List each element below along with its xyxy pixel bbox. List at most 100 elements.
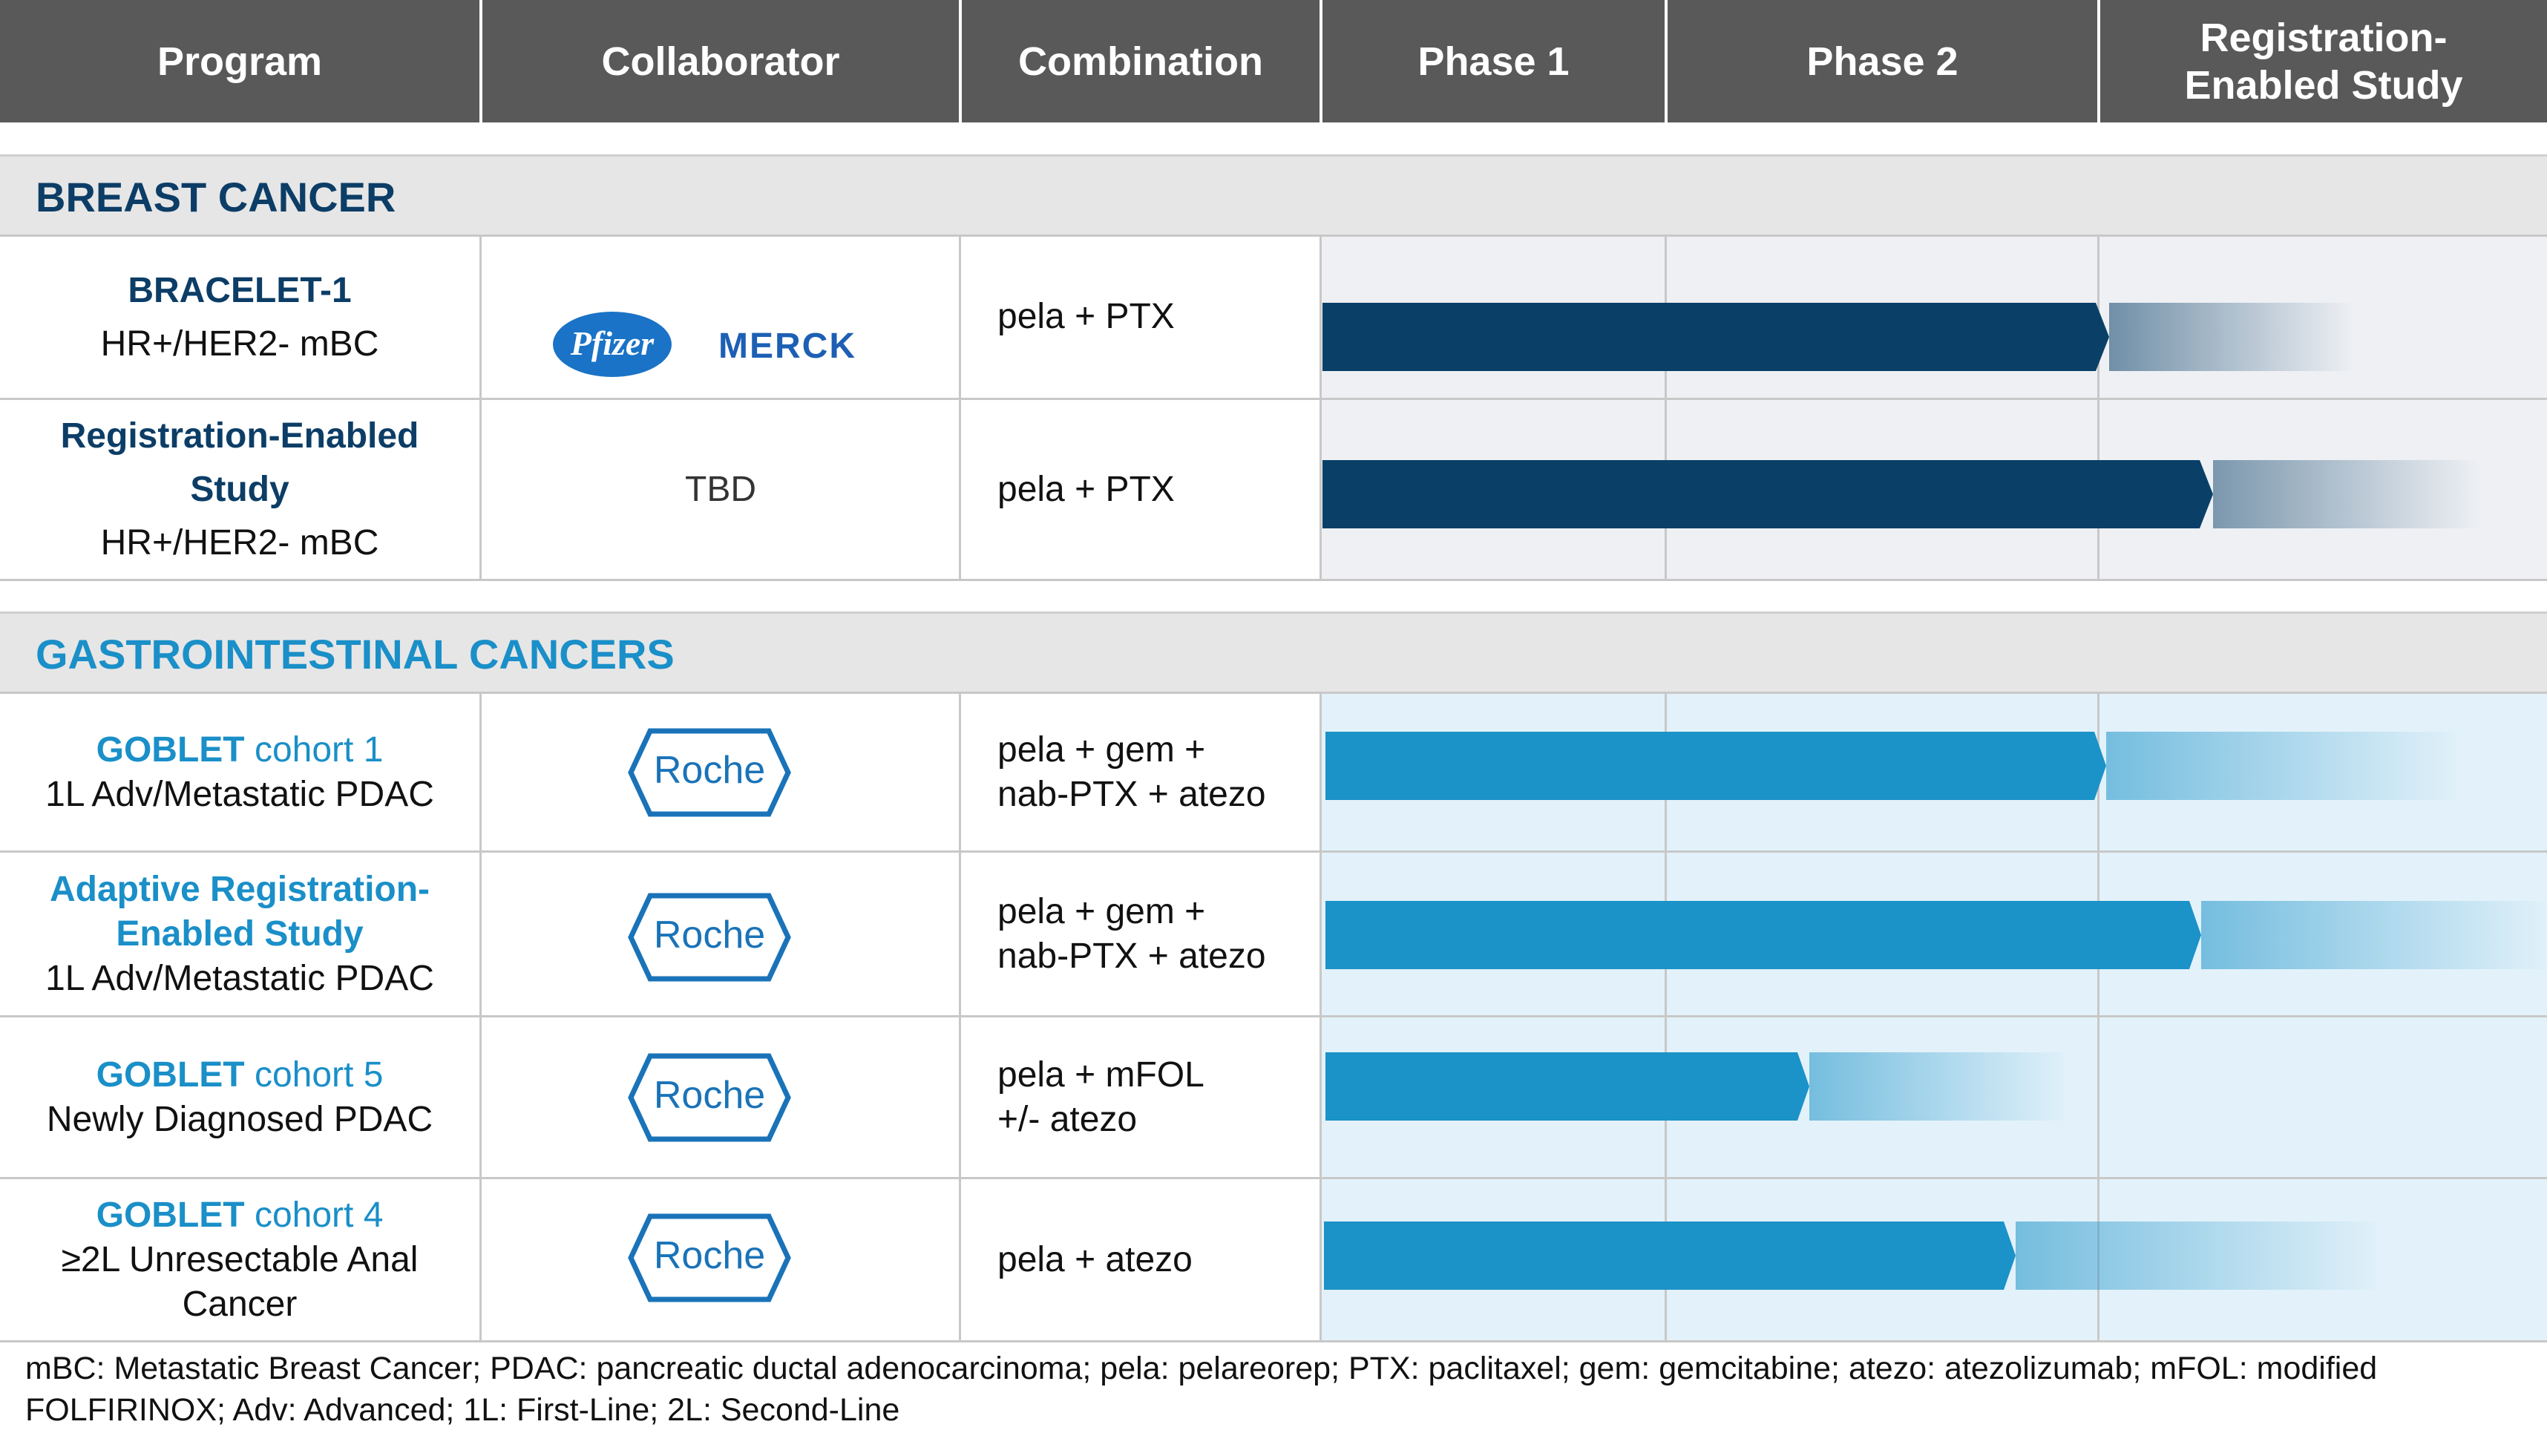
program-title: Study: [190, 469, 289, 509]
pfizer-logo-text: Pfizer: [570, 324, 655, 362]
roche-logo-text: Roche: [654, 1074, 765, 1117]
row-divider: [0, 850, 2547, 853]
program-title-line: GOBLET cohort 5: [96, 1053, 384, 1098]
program-subtitle: Cancer: [182, 1284, 298, 1324]
combination-text: nab-PTX + atezo: [997, 936, 1266, 976]
col-divider: [479, 235, 482, 580]
collaborator-cell: Roche: [482, 694, 959, 850]
combination-cell: pela + PTX: [962, 400, 1320, 579]
program-cell: BRACELET-1 HR+/HER2- mBC: [0, 237, 479, 398]
section-gi-cancers: GASTROINTESTINAL CANCERS: [0, 611, 2547, 692]
program-cell: GOBLET cohort 4 ≥2L Unresectable Anal Ca…: [0, 1179, 479, 1340]
col-divider: [1320, 235, 1322, 580]
program-subtitle: 1L Adv/Metastatic PDAC: [45, 774, 434, 814]
header-registration-line2: Enabled Study: [2184, 62, 2463, 108]
progress-bar: [1325, 1052, 1809, 1121]
progress-bar-fade: [2213, 460, 2480, 528]
collaborator-cell: Roche: [482, 1179, 959, 1340]
header-divider: [2097, 0, 2100, 122]
combination-text: pela + atezo: [997, 1239, 1193, 1279]
progress-bar: [1322, 460, 2213, 528]
header-combination: Combination: [962, 0, 1320, 122]
program-cell: GOBLET cohort 1 1L Adv/Metastatic PDAC: [0, 694, 479, 850]
combination-cell: pela + mFOL +/- atezo: [962, 1017, 1320, 1177]
col-divider: [959, 692, 961, 1342]
combination-text: +/- atezo: [997, 1099, 1138, 1139]
roche-logo: Roche: [628, 893, 791, 982]
roche-logo-text: Roche: [654, 749, 765, 792]
program-title: BRACELET-1: [128, 270, 352, 310]
program-subtitle: Newly Diagnosed PDAC: [46, 1099, 433, 1139]
combination-text: nab-PTX + atezo: [997, 774, 1266, 814]
row-divider: [0, 1340, 2547, 1342]
header-collaborator-label: Collaborator: [601, 39, 840, 84]
header-divider: [479, 0, 482, 122]
combination-text: pela + PTX: [997, 469, 1175, 509]
program-title: GOBLET: [96, 1195, 245, 1235]
program-subtitle: HR+/HER2- mBC: [100, 522, 379, 563]
footnote-line: FOLFIRINOX; Adv: Advanced; 1L: First-Lin…: [25, 1392, 900, 1428]
combination-text: pela + PTX: [997, 297, 1175, 336]
progress-bar: [1324, 1221, 2016, 1290]
header-divider: [1665, 0, 1668, 122]
phase-panel-breast: [1321, 235, 2547, 580]
footnote-line: mBC: Metastatic Breast Cancer; PDAC: pan…: [25, 1351, 2378, 1386]
roche-logo-text: Roche: [654, 914, 765, 957]
program-title-line: GOBLET cohort 1: [96, 728, 384, 773]
pfizer-logo: Pfizer: [553, 312, 672, 377]
roche-logo: Roche: [628, 728, 791, 817]
progress-bar: [1325, 901, 2201, 969]
combination-text: pela + gem +: [997, 891, 1206, 931]
col-divider: [2097, 235, 2099, 580]
program-cohort: cohort 5: [244, 1055, 384, 1095]
program-cell: Registration-Enabled Study HR+/HER2- mBC: [0, 400, 479, 579]
header-divider: [1320, 0, 1322, 122]
header-program-label: Program: [157, 39, 323, 84]
header-program: Program: [0, 0, 479, 122]
row-divider: [0, 235, 2547, 237]
collaborator-cell: Roche: [482, 853, 959, 1015]
program-title: Registration-Enabled: [60, 416, 419, 456]
combination-text: pela + mFOL: [997, 1055, 1204, 1095]
program-cohort: cohort 1: [244, 729, 384, 770]
section-title: GASTROINTESTINAL CANCERS: [36, 630, 675, 678]
progress-bar-fade: [2106, 732, 2455, 800]
merck-logo: MERCK: [718, 327, 856, 366]
program-title-line: GOBLET cohort 4: [96, 1193, 384, 1238]
row-divider: [0, 1015, 2547, 1017]
section-title: BREAST CANCER: [36, 173, 396, 220]
collaborator-cell: Pfizer MERCK: [482, 237, 959, 398]
col-divider: [959, 235, 961, 580]
progress-bar-fade: [2201, 901, 2546, 969]
program-cell: GOBLET cohort 5 Newly Diagnosed PDAC: [0, 1017, 479, 1177]
program-subtitle: HR+/HER2- mBC: [100, 324, 379, 364]
merck-logo-text: MERCK: [718, 327, 856, 366]
row-divider: [0, 579, 2547, 581]
program-title: GOBLET: [96, 729, 245, 770]
program-subtitle: ≥2L Unresectable Anal: [61, 1239, 419, 1279]
progress-bar-fade: [2016, 1221, 2376, 1290]
col-divider: [1665, 692, 1667, 1342]
program-cell: Adaptive Registration- Enabled Study 1L …: [0, 853, 479, 1015]
header-phase2: Phase 2: [1668, 0, 2097, 122]
header-phase2-label: Phase 2: [1806, 39, 1958, 84]
footnote: mBC: Metastatic Breast Cancer; PDAC: pan…: [25, 1348, 2534, 1431]
roche-logo: Roche: [628, 1053, 791, 1142]
roche-logo-text: Roche: [654, 1234, 765, 1277]
progress-bar-fade: [1809, 1052, 2065, 1121]
collaborator-cell: Roche: [482, 1017, 959, 1177]
combination-cell: pela + gem + nab-PTX + atezo: [962, 694, 1320, 850]
col-divider: [2097, 692, 2099, 1342]
program-subtitle: 1L Adv/Metastatic PDAC: [45, 958, 434, 998]
header-combination-label: Combination: [1018, 39, 1263, 84]
row-divider: [0, 398, 2547, 400]
header-divider: [959, 0, 962, 122]
progress-bar: [1325, 732, 2106, 800]
header-registration: Registration- Enabled Study: [2100, 0, 2547, 122]
col-divider: [479, 692, 482, 1342]
progress-bar: [1322, 303, 2109, 371]
program-title: GOBLET: [96, 1055, 245, 1095]
progress-bar-fade: [2109, 303, 2354, 371]
combination-cell: pela + atezo: [962, 1179, 1320, 1340]
header-phase1-label: Phase 1: [1417, 39, 1570, 84]
